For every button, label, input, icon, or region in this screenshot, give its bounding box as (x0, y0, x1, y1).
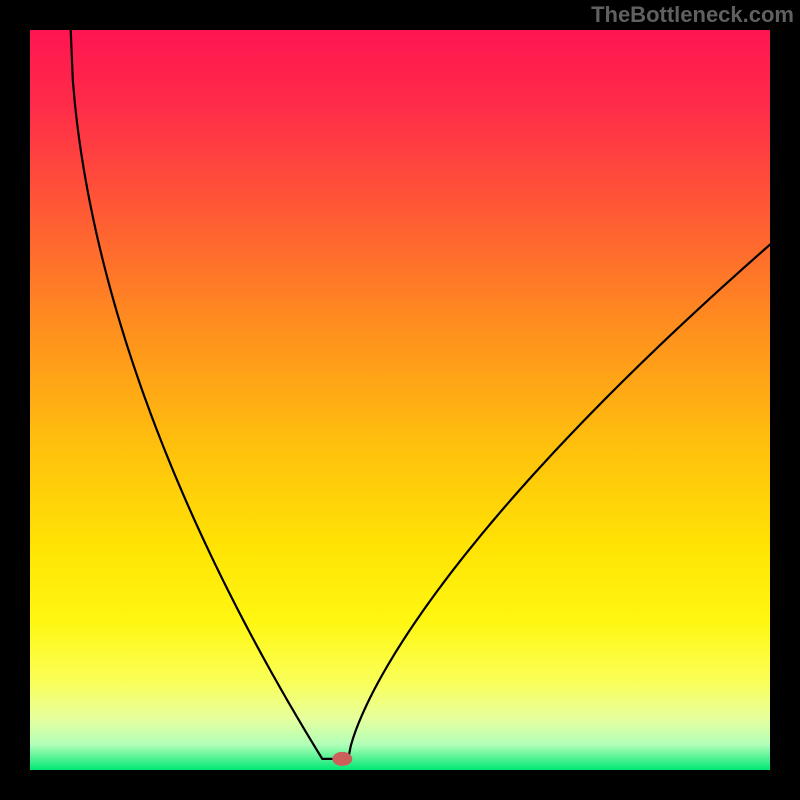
optimal-marker (332, 752, 352, 766)
chart-svg (30, 30, 770, 770)
plot-area (30, 30, 770, 770)
chart-container: TheBottleneck.com (0, 0, 800, 800)
gradient-background (30, 30, 770, 770)
watermark-text: TheBottleneck.com (591, 2, 794, 28)
